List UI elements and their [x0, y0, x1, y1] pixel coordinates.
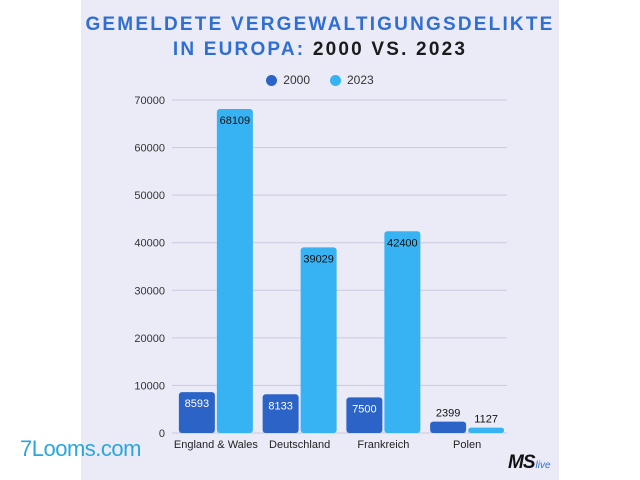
legend-swatch-2000: [266, 74, 278, 86]
bar-2000: [262, 394, 299, 433]
title-line-2-part-a: IN EUROPA:: [172, 39, 306, 60]
legend-item-2023: 2023: [330, 73, 374, 87]
logo-sub: live: [535, 460, 551, 471]
legend-swatch-2023: [330, 74, 341, 86]
logo-main: MS: [508, 452, 535, 473]
bar-2023: [300, 247, 337, 433]
legend-label-2000: 2000: [283, 73, 310, 87]
chart-legend: 2000 2023: [0, 72, 640, 88]
watermark-text: 7Looms.com: [20, 436, 141, 461]
data-label: 68109: [220, 115, 251, 127]
y-tick-label: 0: [159, 428, 165, 440]
x-tick-label: Polen: [453, 439, 481, 451]
title-line-2-part-b: 2000 VS. 2023: [312, 39, 468, 60]
data-label: 1127: [474, 414, 498, 426]
data-label: 39029: [303, 253, 334, 265]
y-tick-label: 50000: [134, 190, 165, 202]
bar-2000: [346, 397, 383, 433]
bar-2023: [216, 108, 253, 433]
data-label: 2399: [436, 408, 460, 420]
bar-2023: [384, 231, 421, 433]
legend-label-2023: 2023: [347, 73, 374, 87]
data-label: 8133: [268, 400, 292, 412]
y-tick-label: 40000: [134, 238, 165, 250]
title-line-1: GEMELDETE VERGEWALTIGUNGSDELIKTE: [85, 14, 555, 35]
y-tick-label: 70000: [134, 95, 165, 107]
data-label: 8593: [185, 398, 209, 410]
chart-title: GEMELDETE VERGEWALTIGUNGSDELIKTE IN EURO…: [81, 12, 559, 62]
y-tick-label: 30000: [134, 285, 165, 297]
y-tick-label: 60000: [134, 143, 165, 155]
brand-logo: MSlive: [508, 452, 551, 474]
bar-2000: [178, 392, 215, 433]
x-tick-label: England & Wales: [174, 439, 258, 451]
data-label: 7500: [352, 403, 376, 415]
legend-item-2000: 2000: [266, 73, 310, 87]
bar-2000: [430, 421, 467, 433]
x-tick-label: Frankreich: [357, 439, 409, 451]
y-tick-label: 10000: [134, 380, 165, 392]
data-label: 42400: [387, 237, 418, 249]
x-tick-label: Deutschland: [269, 439, 330, 451]
y-tick-label: 20000: [134, 333, 165, 345]
bar-2023: [468, 427, 505, 433]
